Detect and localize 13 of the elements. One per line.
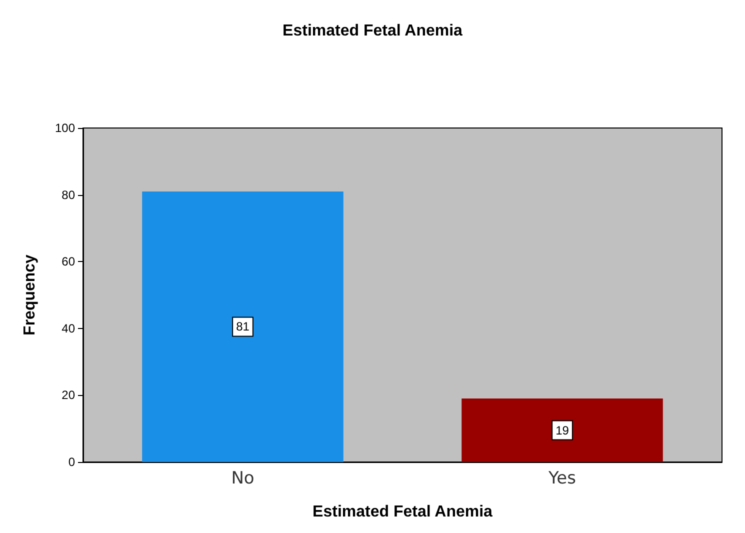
x-tick-label: No (231, 468, 254, 488)
x-tick-label: Yes (548, 468, 576, 488)
y-tick-label: 80 (62, 188, 76, 202)
x-axis-title: Estimated Fetal Anemia (312, 504, 493, 520)
chart-title: Estimated Fetal Anemia (282, 22, 463, 40)
data-label: 19 (556, 423, 570, 438)
y-tick-label: 0 (68, 455, 76, 469)
y-tick-label: 60 (62, 254, 76, 269)
y-tick-label: 40 (62, 321, 76, 336)
y-tick-label: 20 (62, 388, 76, 402)
y-tick-label: 100 (54, 121, 76, 135)
data-label: 81 (236, 320, 250, 334)
y-axis-title: Frequency (22, 254, 38, 336)
